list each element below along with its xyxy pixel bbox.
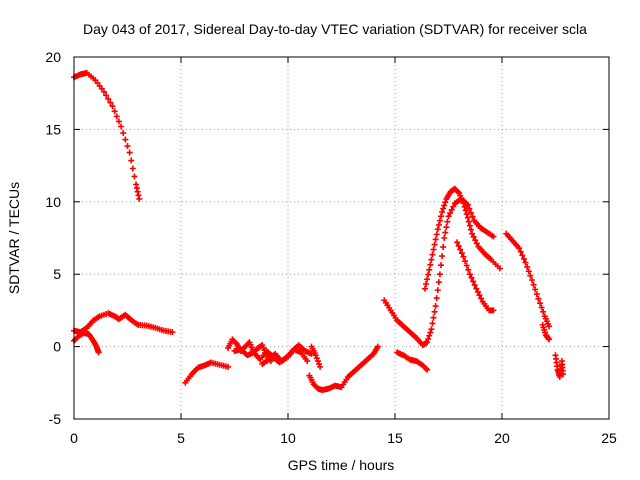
series-arc-4 bbox=[182, 359, 232, 386]
x-tick-label: 15 bbox=[387, 430, 403, 446]
data-point-markers bbox=[381, 195, 497, 349]
y-tick-label: 5 bbox=[53, 266, 61, 282]
data-point-markers bbox=[394, 349, 431, 373]
data-point-markers bbox=[454, 239, 497, 314]
x-tick-label: 5 bbox=[177, 430, 185, 446]
series-arc-7 bbox=[259, 346, 311, 367]
data-point-markers bbox=[503, 230, 553, 330]
data-point-markers bbox=[182, 359, 232, 386]
grid-lines bbox=[74, 57, 609, 419]
x-tick-label: 0 bbox=[70, 430, 78, 446]
series-arc-8 bbox=[306, 343, 381, 394]
data-point-markers bbox=[308, 343, 324, 370]
series-arc-11 bbox=[394, 349, 431, 373]
y-tick-label: 15 bbox=[45, 121, 61, 137]
data-point-markers bbox=[71, 69, 143, 202]
x-tick-label: 25 bbox=[601, 430, 617, 446]
x-tick-label: 20 bbox=[494, 430, 510, 446]
data-point-markers bbox=[306, 343, 381, 394]
x-tick-label: 10 bbox=[280, 430, 296, 446]
series-arc-10 bbox=[381, 195, 497, 349]
data-point-markers bbox=[539, 321, 553, 343]
series-arc-12 bbox=[421, 185, 503, 292]
series-arc-9 bbox=[308, 343, 324, 370]
y-tick-label: 0 bbox=[53, 339, 61, 355]
chart-title: Day 043 of 2017, Sidereal Day-to-day VTE… bbox=[83, 21, 587, 37]
y-axis-label: SDTVAR / TECUs bbox=[6, 182, 22, 294]
series-arc-15 bbox=[539, 321, 553, 343]
y-tick-label: 20 bbox=[45, 49, 61, 65]
data-point-markers bbox=[259, 346, 311, 367]
series-arc-16 bbox=[552, 352, 566, 381]
axis-ticks: 0 5 10 15 20 25 -5 0 5 10 15 20 bbox=[45, 49, 617, 446]
series-arc-13 bbox=[454, 239, 497, 314]
y-tick-label: -5 bbox=[49, 411, 62, 427]
y-tick-label: 10 bbox=[45, 194, 61, 210]
series-arc-14 bbox=[503, 230, 553, 330]
series-arc-1 bbox=[71, 69, 143, 202]
data-point-markers bbox=[421, 185, 503, 292]
x-axis-label: GPS time / hours bbox=[288, 457, 395, 473]
data-point-markers bbox=[552, 352, 566, 381]
data-series bbox=[71, 69, 566, 394]
plot-frame bbox=[73, 56, 610, 420]
